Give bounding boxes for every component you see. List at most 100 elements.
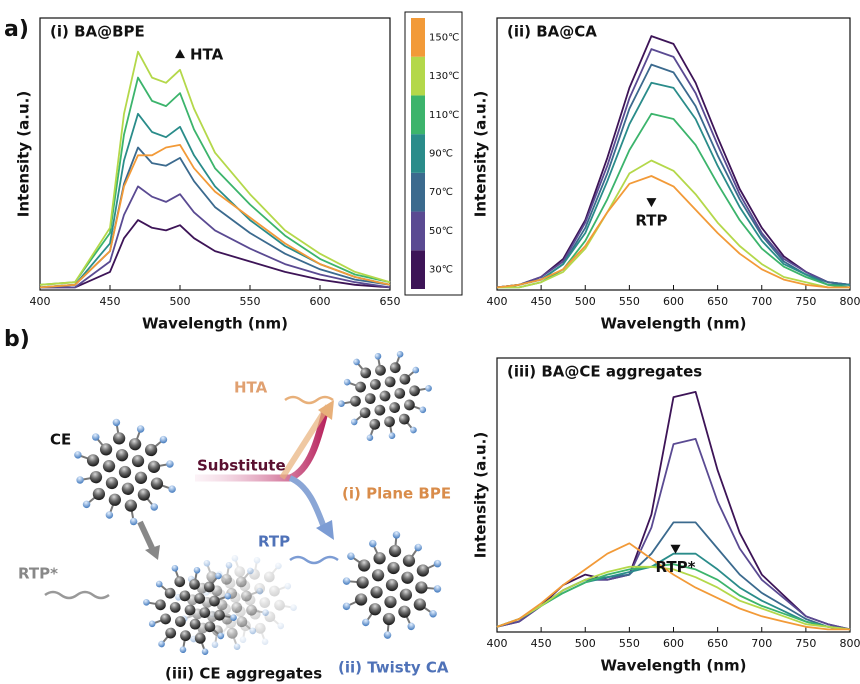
x-tick-label: 700	[751, 295, 772, 308]
carbon	[389, 361, 402, 374]
x-tick-label: 600	[663, 295, 684, 308]
carbon	[408, 385, 421, 398]
hydrogen	[75, 475, 85, 485]
hydrogen	[341, 576, 351, 586]
hydrogen	[338, 400, 346, 408]
hydrogen	[388, 432, 396, 440]
legend-swatch	[411, 18, 425, 57]
legend-swatch	[411, 95, 425, 134]
carbon	[104, 475, 120, 491]
label: (iii) CE aggregates	[165, 665, 322, 683]
x-tick-label: 650	[380, 295, 401, 308]
carbon	[88, 469, 104, 485]
carbon	[374, 404, 387, 417]
hydrogen	[374, 352, 382, 360]
carbon	[414, 562, 431, 579]
wave	[45, 592, 109, 598]
carbon	[117, 464, 133, 480]
carbon	[268, 585, 281, 598]
annotation: RTP*	[656, 558, 696, 576]
hydrogen	[419, 406, 427, 414]
molecule	[319, 514, 464, 657]
arrow	[140, 522, 152, 548]
carbon	[396, 603, 413, 620]
spectrum-line	[497, 65, 850, 288]
carbon	[254, 622, 267, 635]
hydrogen	[239, 636, 247, 644]
hydrogen	[396, 350, 404, 358]
carbon	[370, 567, 387, 584]
carbon	[114, 447, 130, 463]
hydrogen	[432, 584, 442, 594]
carbon	[169, 601, 182, 614]
hydrogen	[136, 424, 146, 434]
carbon	[159, 613, 172, 626]
annotation: RTP	[635, 212, 667, 230]
label: RTP*	[18, 565, 58, 583]
x-tick-label: 550	[619, 637, 640, 650]
x-tick-label: 750	[795, 637, 816, 650]
hydrogen	[112, 418, 122, 428]
carbon	[367, 601, 384, 618]
carbon	[259, 596, 272, 609]
carbon	[354, 381, 367, 394]
panel-title: (ii) BA@CA	[507, 23, 597, 41]
carbon	[400, 552, 417, 569]
spectrum-line	[497, 392, 850, 630]
spectrum-line	[40, 186, 390, 287]
hydrogen	[382, 630, 392, 640]
hydrogen	[203, 559, 211, 567]
x-tick-label: 450	[100, 295, 121, 308]
wave	[285, 397, 333, 403]
carbon	[101, 458, 117, 474]
hydrogen	[366, 434, 374, 442]
carbon	[146, 459, 162, 475]
label: Substitute	[197, 457, 286, 475]
x-tick-label: 700	[751, 637, 772, 650]
molecule	[57, 407, 192, 537]
scheme: CE Substitute HTA (i) Plane BPE RTP (ii)…	[18, 345, 465, 683]
carbon	[133, 470, 149, 486]
carbon	[371, 550, 388, 567]
panel-title: (i) BA@BPE	[50, 23, 145, 41]
hydrogen	[225, 561, 233, 569]
carbon	[85, 453, 101, 469]
branch-down	[290, 478, 325, 530]
x-tick-label: 400	[487, 295, 508, 308]
hydrogen	[179, 646, 187, 654]
carbon	[273, 599, 286, 612]
hydrogen	[406, 621, 416, 631]
carbon	[123, 498, 139, 514]
hydrogen	[253, 556, 261, 564]
legend-label: 110℃	[429, 110, 459, 121]
spectrum-line	[497, 49, 850, 287]
x-tick-label: 500	[575, 637, 596, 650]
legend-swatch	[411, 134, 425, 173]
carbon	[234, 565, 247, 578]
carbon	[364, 392, 377, 405]
panel-title: (iii) BA@CE aggregates	[507, 363, 702, 381]
carbon	[403, 399, 416, 412]
carbon	[354, 574, 371, 591]
label: (ii) Twisty CA	[338, 659, 449, 677]
x-tick-label: 550	[240, 295, 261, 308]
hydrogen	[391, 530, 401, 540]
hydrogen	[171, 564, 179, 572]
legend-label: 130℃	[429, 71, 459, 82]
x-tick-label: 550	[619, 295, 640, 308]
figure: a) b) CE Substitute HTA (i) Plane BPE RT…	[0, 0, 860, 684]
arrowhead	[671, 545, 681, 554]
x-tick-label: 450	[531, 637, 552, 650]
carbon	[387, 542, 404, 559]
x-axis-title: Wavelength (nm)	[601, 657, 747, 675]
carbon	[383, 415, 396, 428]
hydrogen	[201, 648, 209, 656]
hydrogen	[167, 484, 177, 494]
carbon	[174, 575, 187, 588]
hydrogen	[233, 643, 241, 651]
label: HTA	[234, 379, 268, 397]
carbon	[130, 453, 146, 469]
x-tick-label: 600	[663, 637, 684, 650]
carbon	[399, 569, 416, 586]
carbon	[356, 557, 373, 574]
